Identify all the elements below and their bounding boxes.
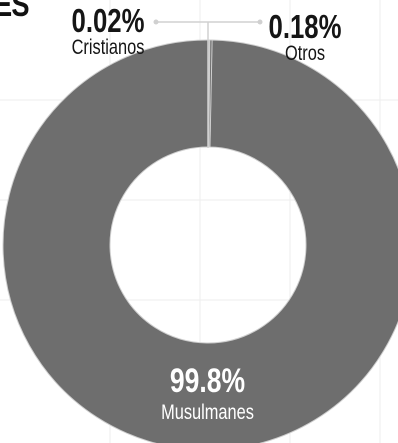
- leader-dot-cristianos: [153, 19, 159, 25]
- leader-dot-otros: [257, 19, 263, 25]
- label-cristianos-name: Cristianos: [71, 36, 145, 59]
- slice-musulmanes: [2, 39, 398, 443]
- chart-title-fragment: ES: [0, 0, 29, 24]
- label-cristianos-value: 0.02%: [71, 2, 145, 39]
- label-otros-name: Otros: [284, 42, 326, 65]
- label-musulmanes: 99.8% Musulmanes: [155, 364, 260, 423]
- slice-otros: [208, 39, 213, 148]
- leader-lines: [153, 19, 263, 148]
- label-musulmanes-name: Musulmanes: [161, 401, 254, 424]
- label-cristianos: 0.02% Cristianos: [57, 4, 158, 58]
- label-otros-value: 0.18%: [268, 8, 342, 45]
- label-musulmanes-value: 99.8%: [169, 362, 246, 400]
- label-otros: 0.18% Otros: [254, 10, 355, 64]
